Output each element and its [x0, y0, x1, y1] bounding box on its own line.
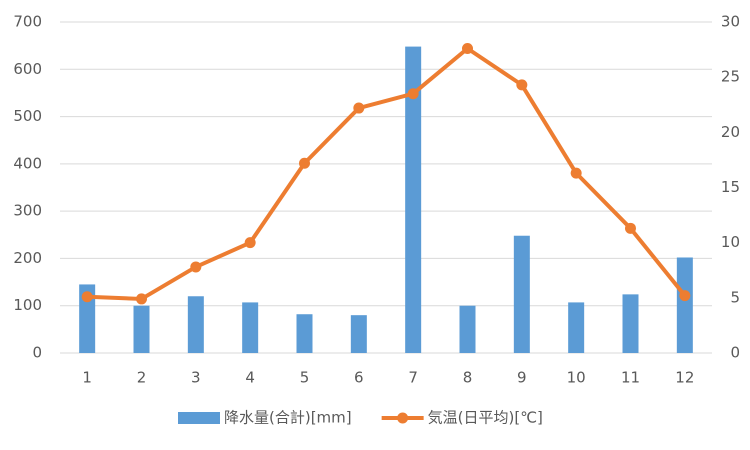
- point: [516, 79, 528, 91]
- point: [353, 102, 365, 114]
- bar: [79, 284, 96, 353]
- x-tick-label: 1: [82, 369, 92, 387]
- y2-tick-label: 5: [730, 288, 740, 306]
- bar: [622, 294, 639, 353]
- legend-item: 気温(日平均)[℃]: [381, 409, 543, 427]
- y-tick-label: 700: [13, 13, 42, 31]
- bar: [187, 296, 204, 353]
- y-tick-label: 400: [13, 154, 42, 172]
- legend-item: 降水量(合計)[mm]: [178, 409, 352, 427]
- point: [625, 222, 636, 234]
- x-tick-label: 12: [675, 369, 694, 387]
- y-tick-label: 500: [13, 107, 42, 125]
- y-tick-label: 200: [13, 249, 42, 267]
- point: [407, 88, 419, 100]
- y-tick-label: 100: [13, 296, 42, 314]
- y2-tick-label: 30: [721, 13, 740, 31]
- point: [570, 167, 582, 179]
- bar: [568, 302, 585, 353]
- point: [136, 293, 147, 305]
- legend-label: 降水量(合計)[mm]: [224, 409, 352, 427]
- y-tick-label: 300: [13, 202, 42, 220]
- x-tick-label: 5: [300, 369, 310, 387]
- bar: [350, 315, 367, 353]
- point: [299, 157, 310, 169]
- y2-tick-label: 10: [721, 233, 740, 251]
- bar: [242, 302, 259, 353]
- legend-swatch-marker: [397, 412, 409, 424]
- legend-label: 気温(日平均)[℃]: [428, 409, 543, 427]
- y2-tick-label: 20: [721, 123, 740, 141]
- bar: [676, 257, 693, 353]
- point: [244, 237, 256, 249]
- y-tick-label: 600: [13, 60, 42, 78]
- point: [679, 290, 691, 302]
- x-tick-label: 6: [354, 369, 364, 387]
- bar: [513, 235, 530, 353]
- y-tick-label: 0: [32, 344, 42, 362]
- bar: [133, 305, 150, 353]
- x-tick-label: 2: [137, 369, 147, 387]
- bar: [405, 46, 422, 354]
- y2-tick-label: 0: [730, 344, 740, 362]
- x-tick-label: 10: [567, 369, 586, 387]
- x-tick-label: 8: [463, 369, 473, 387]
- y2-tick-label: 25: [721, 68, 740, 86]
- point: [190, 261, 202, 273]
- point: [81, 291, 93, 303]
- x-tick-label: 7: [408, 369, 418, 387]
- x-tick-label: 4: [245, 369, 255, 387]
- bar: [459, 305, 476, 353]
- x-tick-label: 9: [517, 369, 527, 387]
- line: [87, 46, 687, 301]
- legend-swatch: [178, 412, 220, 424]
- y2-tick-label: 15: [721, 178, 740, 196]
- x-tick-label: 11: [621, 369, 640, 387]
- x-tick-label: 3: [191, 369, 201, 387]
- point: [462, 42, 473, 54]
- bar: [296, 314, 313, 353]
